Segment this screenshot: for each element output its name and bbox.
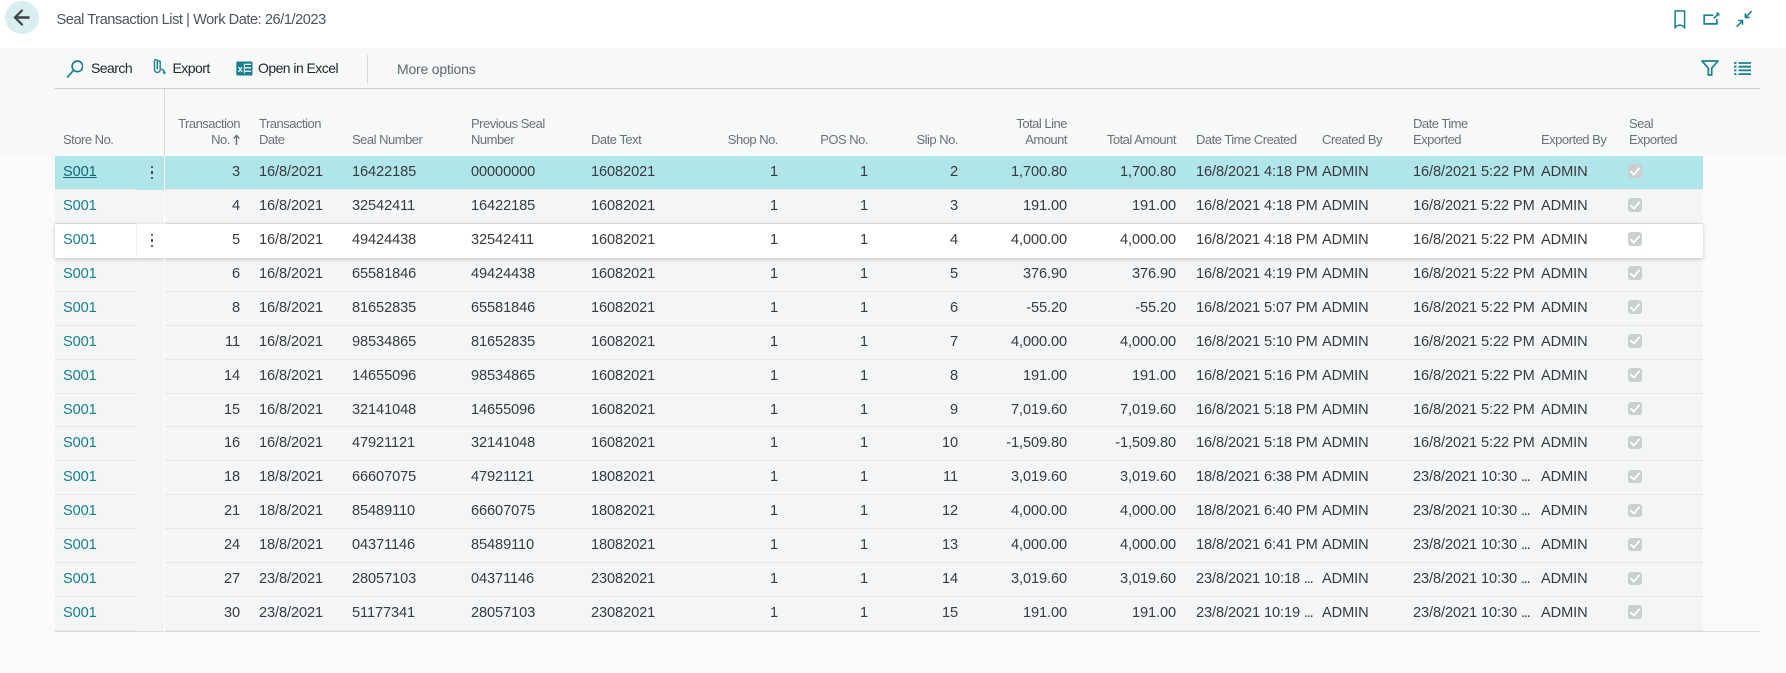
svg-text:x: x: [238, 64, 243, 74]
